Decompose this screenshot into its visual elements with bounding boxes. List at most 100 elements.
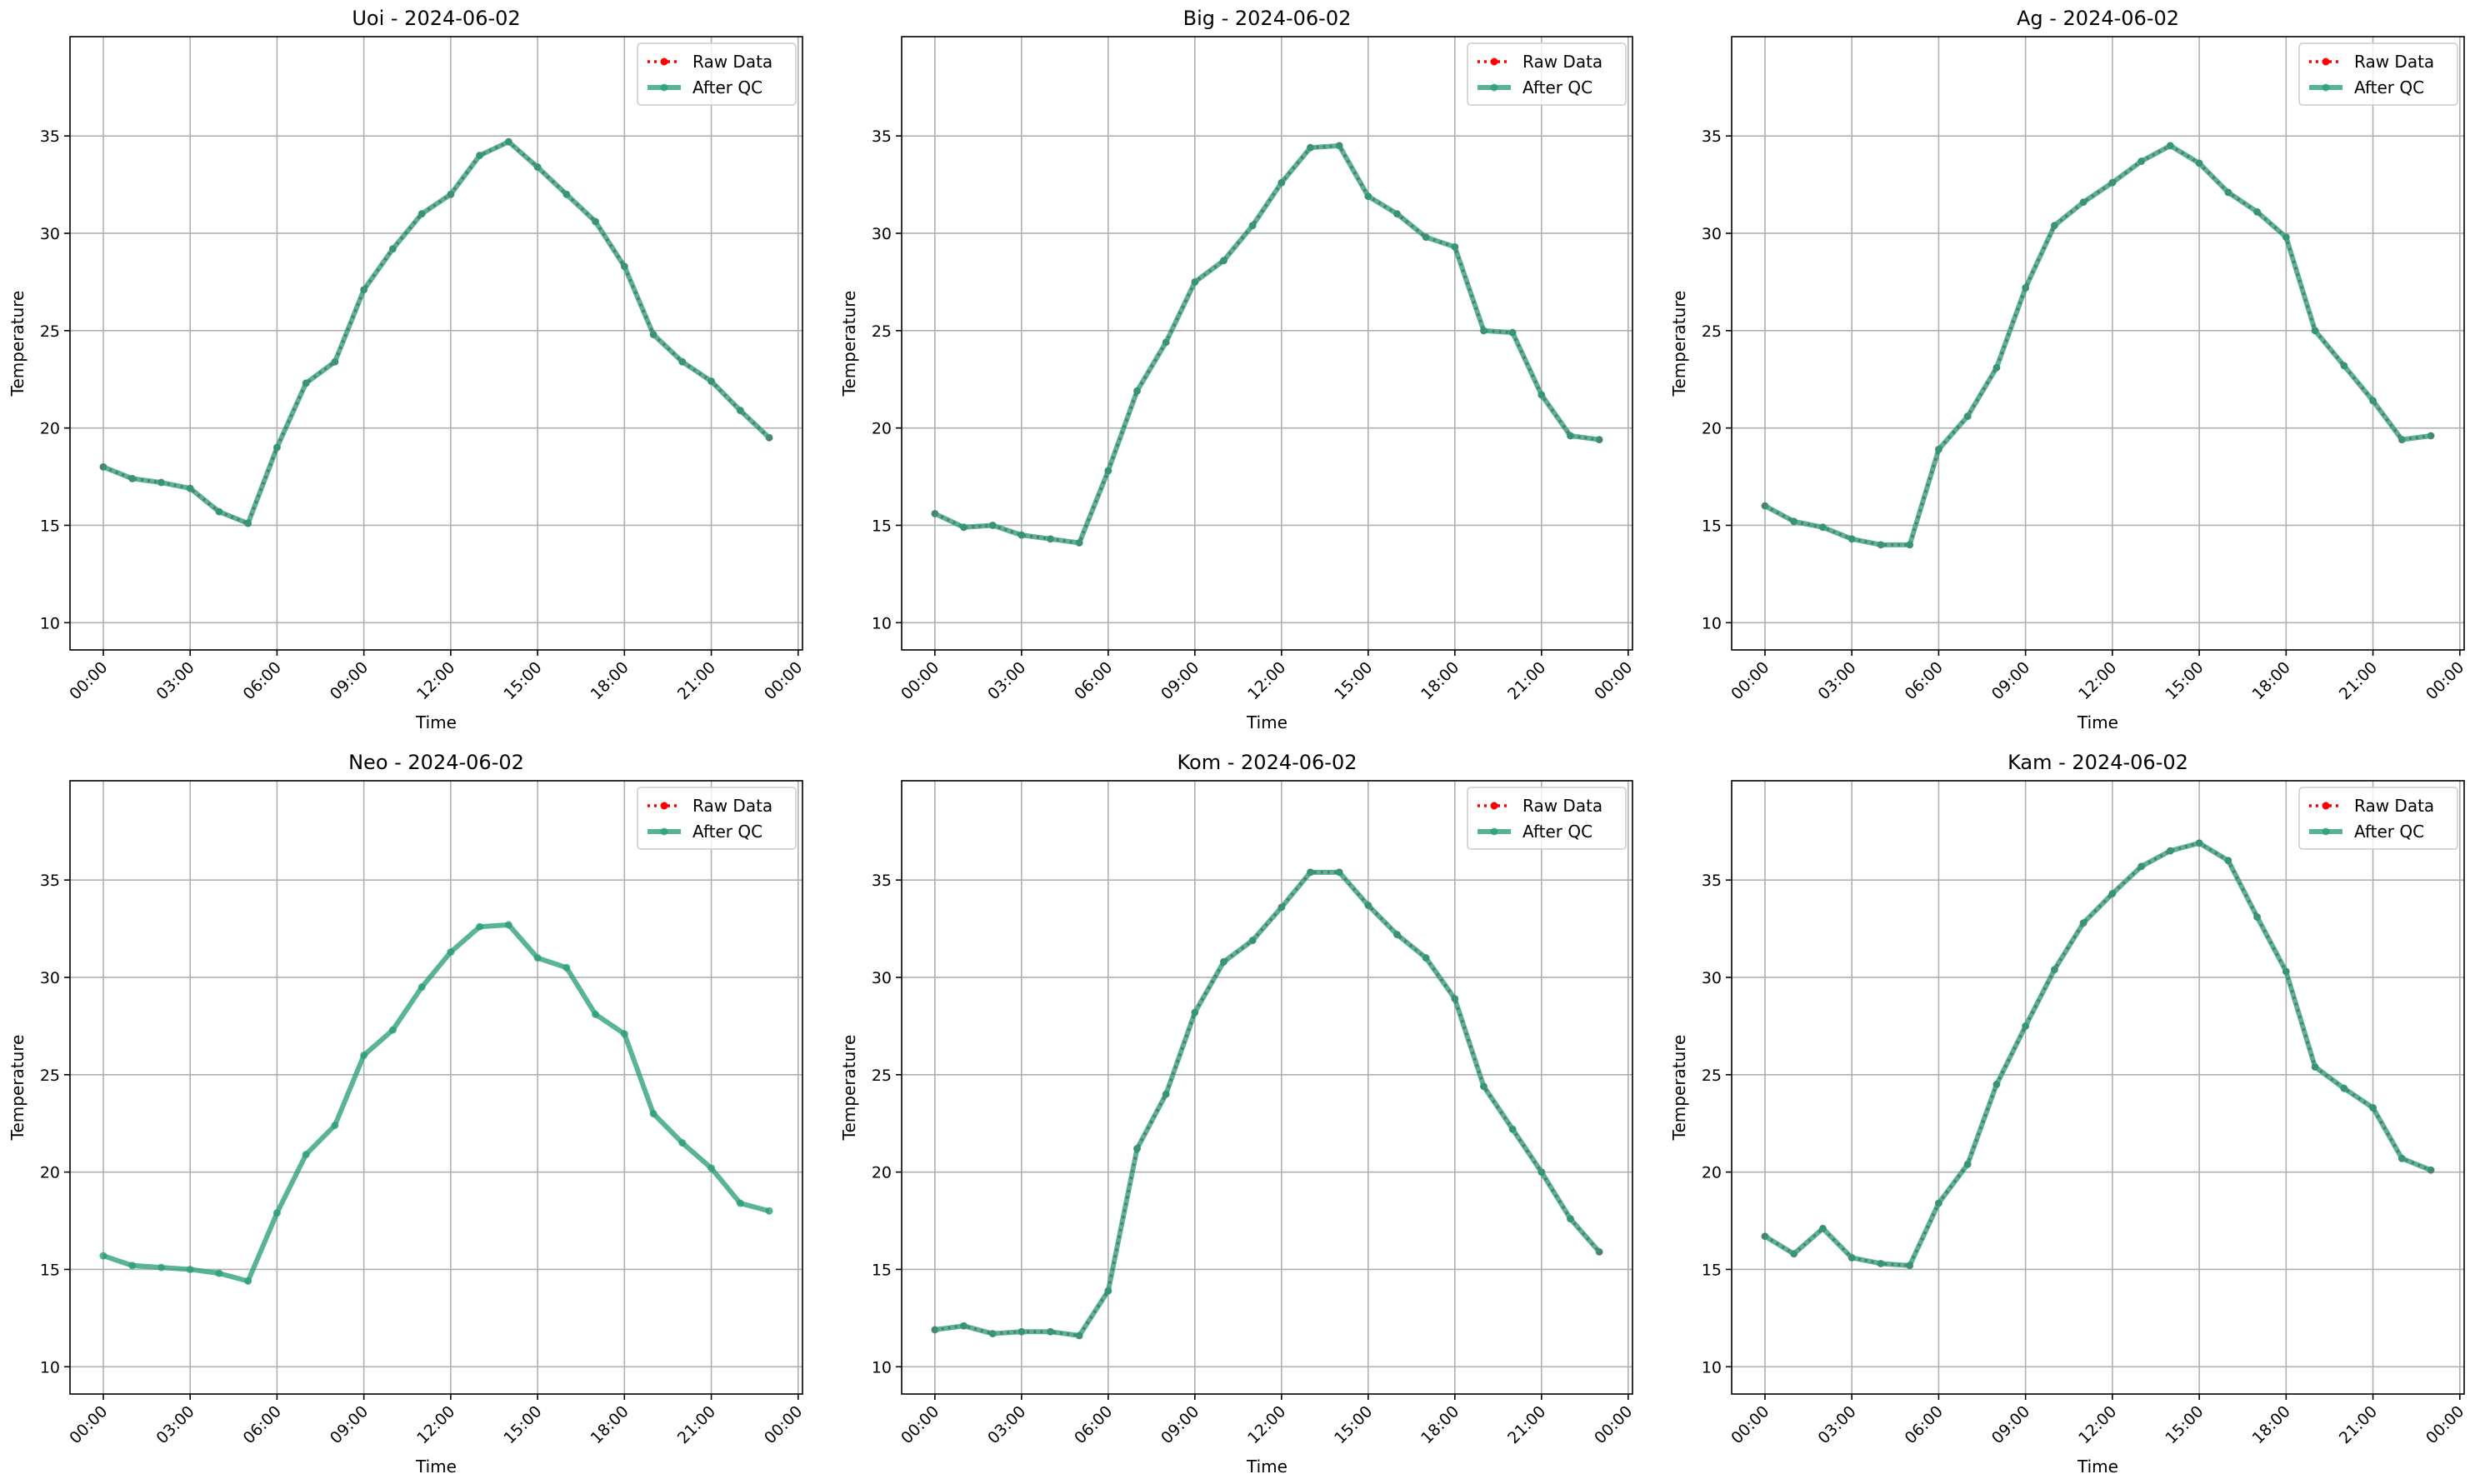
x-tick-label: 09:00 — [327, 1402, 372, 1447]
qc-marker — [1790, 1250, 1798, 1258]
qc-marker — [533, 954, 542, 962]
legend-label: Raw Data — [692, 52, 772, 72]
y-tick-label: 10 — [40, 1358, 60, 1377]
subplot: Ag - 2024-06-02 10 15 20 25 30 35 00:00 03:00 06:… — [1669, 7, 2468, 732]
qc-marker — [1162, 1090, 1170, 1098]
x-tick-label: 03:00 — [152, 658, 198, 703]
qc-marker — [157, 1263, 165, 1272]
x-tick-label: 06:00 — [240, 658, 285, 703]
y-tick-label: 30 — [872, 225, 892, 243]
qc-marker — [2340, 1084, 2348, 1092]
y-tick-label: 25 — [40, 1067, 60, 1085]
y-tick-label: 10 — [872, 614, 892, 632]
legend-marker — [2322, 827, 2330, 836]
qc-marker — [1248, 937, 1257, 945]
qc-marker — [128, 474, 137, 482]
x-tick-label: 06:00 — [1902, 658, 1947, 703]
qc-marker — [1934, 445, 1942, 453]
qc-marker — [302, 1151, 310, 1159]
qc-marker — [1963, 412, 1972, 421]
y-tick-label: 35 — [872, 127, 892, 146]
y-tick-label: 15 — [40, 1261, 60, 1279]
qc-marker — [1566, 1215, 1574, 1223]
qc-marker — [1018, 531, 1026, 539]
axes-frame — [901, 36, 1633, 651]
qc-line — [934, 869, 1602, 1338]
qc-marker — [649, 330, 658, 338]
legend-marker — [660, 83, 668, 92]
qc-marker — [1877, 541, 1885, 549]
y-tick-label: 15 — [872, 517, 892, 535]
qc-marker — [765, 1207, 773, 1215]
subplot-title: Uoi - 2024-06-02 — [352, 7, 520, 30]
raw-line — [934, 871, 1601, 1337]
x-axis-label: Time — [1246, 712, 1288, 732]
legend-label: Raw Data — [1522, 52, 1602, 72]
subplot: Kam - 2024-06-02 10 15 20 25 30 35 00:00 03:00 06… — [1669, 751, 2468, 1477]
qc-marker — [1364, 902, 1372, 910]
qc-marker — [2050, 966, 2058, 974]
qc-line — [1763, 142, 2432, 547]
qc-marker — [157, 478, 165, 487]
y-tick-label: 15 — [872, 1261, 892, 1279]
x-tick-label: 15:00 — [1331, 1402, 1376, 1447]
subplot-title: Ag - 2024-06-02 — [2017, 7, 2179, 30]
qc-marker — [678, 357, 687, 366]
x-tick-label: 00:00 — [898, 1402, 942, 1447]
qc-marker — [736, 1199, 744, 1207]
qc-marker — [708, 377, 716, 386]
x-tick-label: 09:00 — [1988, 1402, 2033, 1447]
qc-marker — [1451, 242, 1459, 251]
qc-marker — [592, 1010, 600, 1018]
qc-marker — [360, 1051, 368, 1059]
x-tick-label: 00:00 — [66, 1402, 111, 1447]
qc-marker — [1818, 523, 1827, 532]
x-tick-label: 18:00 — [1418, 658, 1462, 703]
x-tick-label: 00:00 — [2422, 658, 2468, 703]
x-tick-label: 15:00 — [500, 1402, 545, 1447]
x-tick-label: 21:00 — [1504, 658, 1549, 703]
y-tick-label: 20 — [40, 1164, 60, 1182]
qc-marker — [1191, 277, 1199, 286]
qc-marker — [1906, 541, 1914, 549]
y-tick-label: 15 — [40, 517, 60, 535]
y-tick-label: 15 — [1702, 1261, 1722, 1279]
qc-marker — [2427, 432, 2435, 440]
qc-marker — [649, 1110, 658, 1118]
qc-marker — [2398, 1154, 2406, 1162]
legend-marker — [1490, 802, 1498, 810]
qc-line — [102, 922, 770, 1284]
x-tick-label: 00:00 — [1591, 658, 1636, 703]
x-tick-label: 00:00 — [761, 658, 806, 703]
qc-marker — [1566, 432, 1574, 440]
qc-marker — [476, 152, 484, 160]
y-tick-label: 10 — [1702, 1358, 1722, 1377]
y-tick-label: 20 — [40, 420, 60, 438]
x-tick-label: 12:00 — [413, 658, 458, 703]
y-tick-label: 30 — [40, 225, 60, 243]
x-tick-label: 03:00 — [1814, 658, 1859, 703]
qc-marker — [418, 983, 426, 992]
qc-marker — [1364, 192, 1372, 201]
qc-marker — [1278, 903, 1286, 912]
y-tick-label: 35 — [1702, 127, 1722, 146]
qc-marker — [1422, 233, 1430, 242]
subplot-title: Kom - 2024-06-02 — [1178, 751, 1358, 774]
y-tick-label: 25 — [1702, 322, 1722, 341]
qc-marker — [1422, 954, 1430, 962]
qc-marker — [1248, 222, 1257, 230]
qc-marker — [708, 1164, 716, 1172]
qc-marker — [2079, 919, 2088, 927]
qc-marker — [1934, 1199, 1942, 1207]
subplot: Uoi - 2024-06-02 10 15 20 25 30 35 00:00 03:00 06… — [8, 7, 806, 732]
x-tick-label: 06:00 — [1071, 1402, 1116, 1447]
qc-marker — [1133, 1145, 1142, 1153]
x-tick-label: 21:00 — [2336, 1402, 2381, 1447]
qc-marker — [1761, 502, 1769, 510]
qc-marker — [562, 190, 571, 198]
y-tick-label: 30 — [40, 969, 60, 987]
qc-line — [102, 139, 772, 527]
y-axis-label: Temperature — [8, 291, 28, 397]
qc-marker — [2022, 283, 2030, 292]
